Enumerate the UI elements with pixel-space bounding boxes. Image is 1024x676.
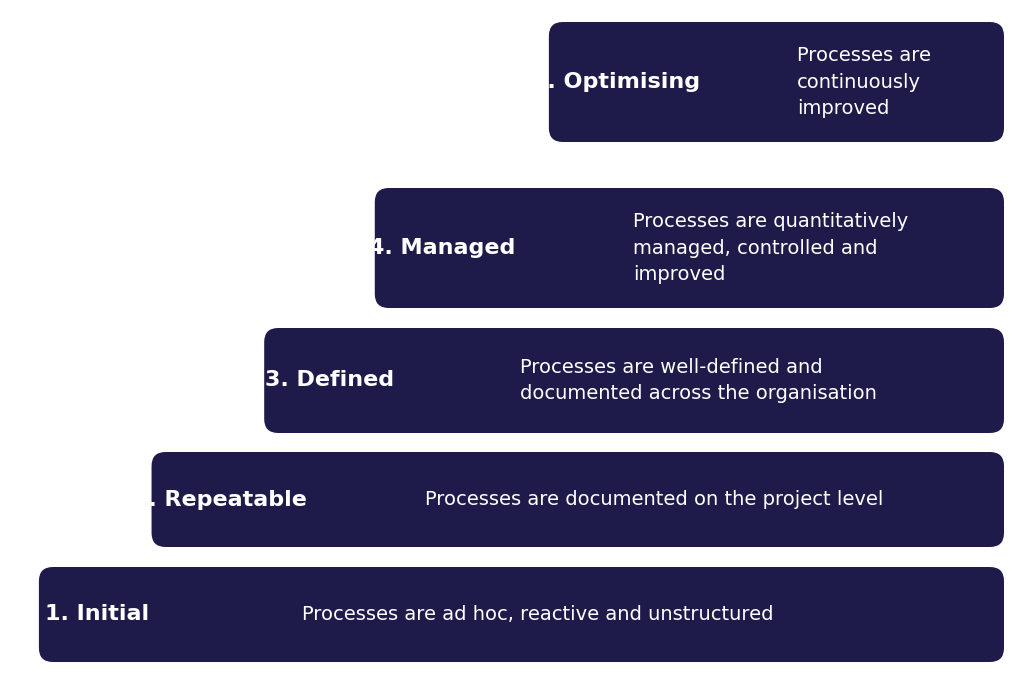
Text: Processes are documented on the project level: Processes are documented on the project … — [425, 490, 884, 509]
Text: 3. Defined: 3. Defined — [265, 370, 394, 391]
Text: 4. Managed: 4. Managed — [370, 238, 515, 258]
FancyBboxPatch shape — [39, 567, 1004, 662]
Text: 1. Initial: 1. Initial — [45, 604, 150, 625]
Text: Processes are
continuously
improved: Processes are continuously improved — [797, 46, 931, 118]
FancyBboxPatch shape — [549, 22, 1004, 142]
Text: Processes are quantitatively
managed, controlled and
improved: Processes are quantitatively managed, co… — [633, 212, 908, 284]
FancyBboxPatch shape — [152, 452, 1004, 547]
Text: 2. Repeatable: 2. Repeatable — [133, 489, 307, 510]
FancyBboxPatch shape — [375, 188, 1004, 308]
Text: Processes are well-defined and
documented across the organisation: Processes are well-defined and documente… — [520, 358, 878, 404]
FancyBboxPatch shape — [264, 328, 1004, 433]
Text: Processes are ad hoc, reactive and unstructured: Processes are ad hoc, reactive and unstr… — [302, 605, 773, 624]
Text: 5. Optimising: 5. Optimising — [532, 72, 700, 92]
